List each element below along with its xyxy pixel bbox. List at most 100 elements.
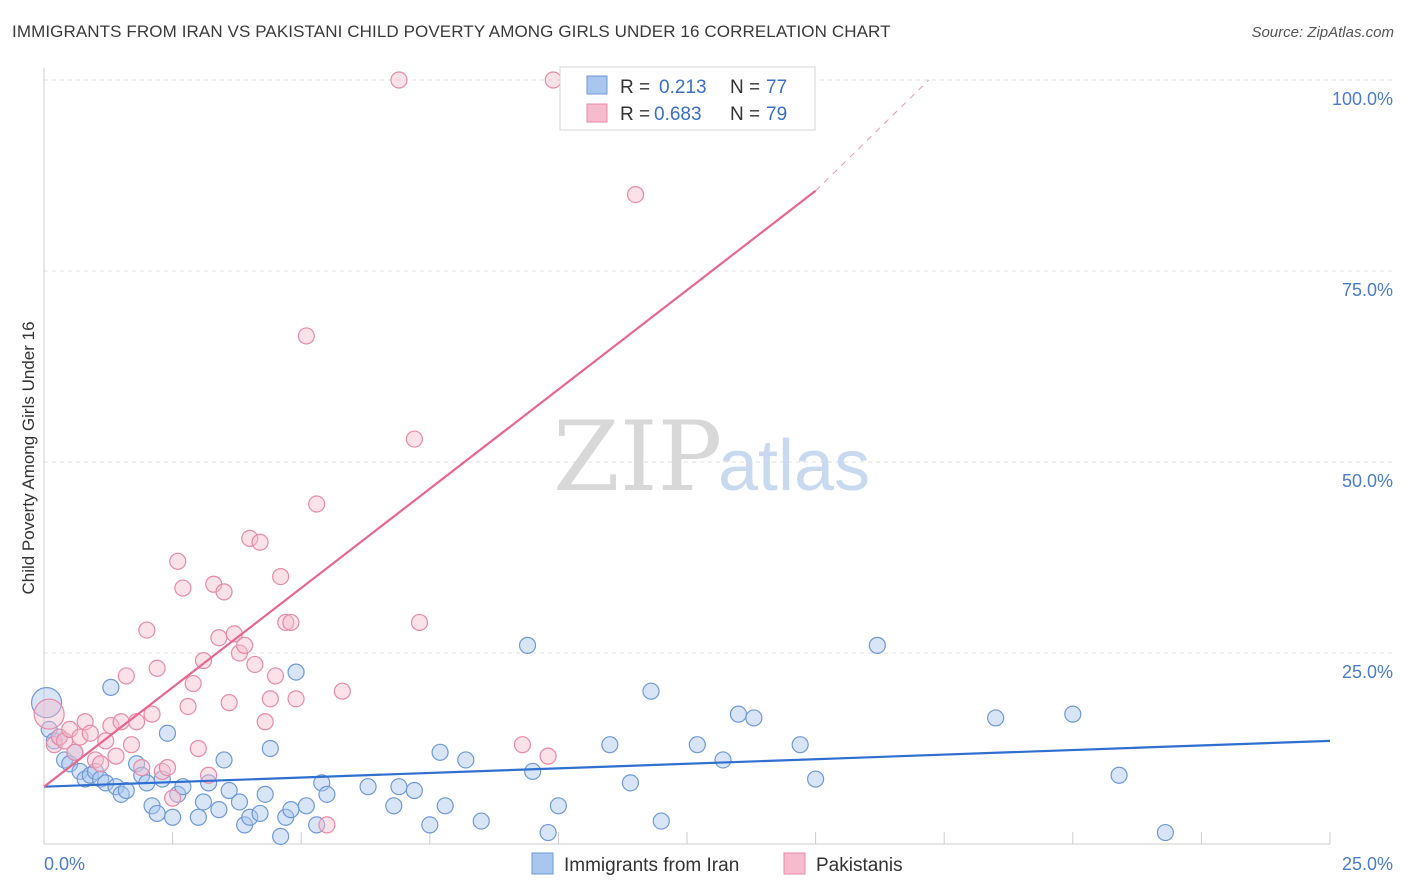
x-tick-marks [43,832,1331,844]
legend-swatch-iran [586,75,608,95]
data-point [179,697,197,716]
data-point [117,667,135,685]
data-point [513,736,531,754]
data-point [256,713,274,731]
data-point [220,694,238,712]
data-point [472,812,490,830]
bottom-legend-label-iran: Immigrants from Iran [564,855,739,876]
bottom-legend-swatch-pakistanis [783,852,806,875]
data-point [102,716,120,735]
data-point [200,766,218,784]
legend-n-value-pakistanis: 79 [766,104,787,125]
data-point [256,785,274,803]
data-point [117,781,135,800]
trendlines [43,79,1331,788]
data-point [272,567,290,586]
data-point [652,812,670,830]
legend-r-value-pakistanis: 0.683 [654,104,702,125]
data-point [210,801,228,819]
data-point [133,758,151,777]
data-point [318,785,336,803]
data-point [405,430,423,448]
data-point [405,781,423,800]
data-point [164,789,182,807]
data-point [390,71,408,89]
data-point [987,709,1005,727]
data-point [297,327,315,345]
data-point [246,655,264,674]
legend-r-value-iran: 0.213 [659,77,707,98]
trend-line [43,739,1331,788]
data-point [230,793,249,811]
data-point [266,667,285,685]
data-point [318,816,336,834]
data-point [626,186,645,204]
data-point [297,797,315,815]
data-point [220,781,238,800]
data-point [277,613,295,632]
data-point [806,770,825,788]
trend-line-extension [815,79,930,192]
data-point [539,747,557,765]
data-point [287,690,305,708]
data-point [272,827,290,845]
chart-title: IMMIGRANTS FROM IRAN VS PAKISTANI CHILD … [12,22,891,41]
bottom-legend-swatch-iran [531,852,554,875]
data-point [745,709,763,727]
data-point [215,583,233,601]
data-point [688,736,706,754]
data-point [122,736,141,754]
data-point [791,736,809,754]
data-point [518,636,537,654]
data-point [282,613,300,632]
data-point [282,801,300,819]
data-point [143,705,161,723]
data-point [457,751,475,769]
data-point [421,816,439,834]
legend-n-value-iran: 77 [766,77,787,98]
legend-r-label-iran: R = [620,77,650,98]
data-point [241,808,259,826]
y-tick-label: 50.0% [1342,471,1393,491]
legend-n-label-pakistanis: N = [730,104,760,125]
data-point [194,793,213,811]
series-iran-points [30,636,1174,845]
data-point [189,739,207,758]
data-point [524,762,542,781]
y-tick-label: 100.0% [1332,89,1393,109]
watermark-atlas: atlas [718,426,870,506]
data-point [215,751,233,769]
x-tick-label: 25.0% [1342,854,1393,874]
data-point [184,674,202,693]
data-point [158,724,177,742]
bottom-legend: Immigrants from Iran Pakistanis [531,852,903,876]
data-point [539,823,557,842]
y-tick-label: 25.0% [1342,662,1393,682]
data-point [91,755,110,773]
data-point [30,687,63,719]
data-point [194,652,213,670]
data-point [164,808,182,826]
y-tick-label: 75.0% [1342,280,1393,300]
data-point [174,579,192,597]
legend-r-label-pakistanis: R = [620,104,650,125]
data-point [71,728,89,746]
data-point [66,743,84,761]
data-point [308,495,326,513]
data-point [210,629,228,647]
data-point [261,739,279,758]
trend-line [43,189,817,788]
legend-n-label-iran: N = [730,77,760,98]
series-pakistanis-points [33,71,717,834]
data-point [251,804,269,823]
data-point [189,808,207,826]
data-point [33,698,65,730]
data-point [544,71,562,89]
x-tick-label: 0.0% [44,854,85,874]
y-tick-labels: 25.0% 50.0% 75.0% 100.0% [1332,89,1393,682]
bottom-legend-label-pakistanis: Pakistanis [816,855,903,876]
data-point [729,705,748,723]
data-point [138,621,156,639]
data-point [97,774,115,792]
